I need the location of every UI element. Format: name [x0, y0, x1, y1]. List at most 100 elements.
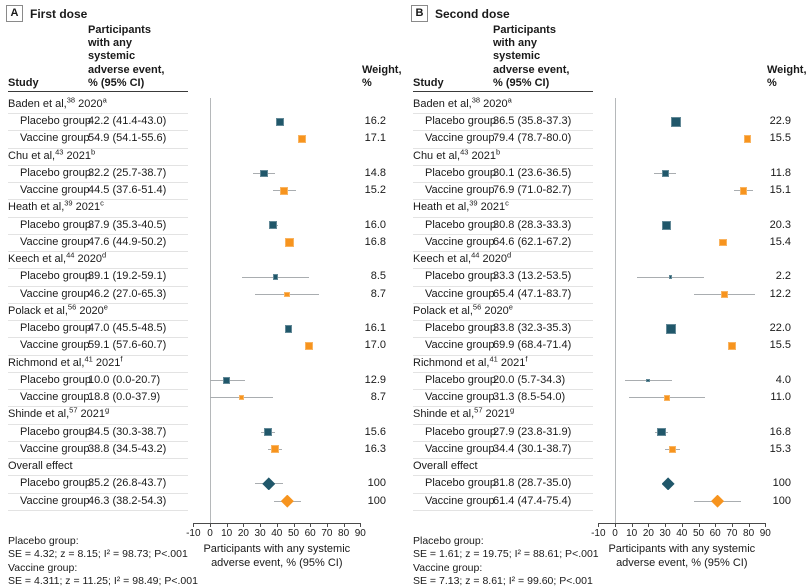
x-axis-tick-label: -10: [186, 528, 201, 539]
row-estimate-text: 61.4 (47.4-75.4): [493, 494, 572, 507]
x-axis-tick-label: 50: [287, 528, 300, 539]
study-heading-row: Polack et al,56 2020e: [8, 302, 188, 322]
study-ref-superscript: 39: [469, 198, 478, 208]
study-year: 2021: [72, 201, 101, 214]
study-name: Overall effect: [8, 460, 73, 473]
row-estimate-text: 47.0 (45.5-48.5): [88, 322, 167, 335]
study-heading-row: Overall effect: [8, 458, 188, 477]
x-axis-tick: [310, 523, 312, 527]
x-axis-tick: [343, 523, 345, 527]
square-marker-placebo: [661, 220, 672, 230]
x-axis-tick-label: 0: [207, 528, 213, 539]
col-header-weight: Weight, %: [362, 64, 402, 90]
data-row: Placebo group 47.0 (45.5-48.5): [8, 320, 188, 339]
study-year: 2020: [480, 98, 508, 110]
x-axis-tick-label: 0: [612, 528, 618, 539]
heterogeneity-stats-line: SE = 4.32; z = 8.15; I² = 98.73; P<.001: [8, 548, 188, 561]
study-ref-superscript: 41: [84, 353, 93, 363]
square-marker-vaccine: [720, 290, 728, 298]
study-footnote-superscript: b: [495, 147, 501, 157]
study-heading-row: Keech et al,44 2020d: [413, 250, 593, 270]
x-axis-tick-label: 20: [237, 528, 249, 539]
row-estimate-text: 65.4 (47.1-83.7): [493, 287, 572, 300]
data-row: Vaccine group 44.5 (37.6-51.4): [8, 182, 188, 201]
square-marker-vaccine: [739, 187, 748, 195]
study-ref-superscript: 43: [55, 147, 64, 157]
x-axis-tick-label: 10: [221, 528, 233, 539]
study-ref-superscript: 43: [460, 147, 469, 157]
study-ref-superscript: 44: [66, 250, 75, 260]
x-axis-tick-label: 40: [676, 528, 688, 539]
study-ref-superscript: 56: [67, 302, 77, 312]
row-group-label: Vaccine group: [20, 184, 90, 197]
row-estimate-text: 38.8 (34.5-43.2): [88, 442, 167, 455]
row-estimate-text: 59.1 (57.6-60.7): [88, 339, 167, 352]
x-axis-tick-label: 60: [709, 528, 721, 539]
study-footnote-superscript: b: [90, 147, 96, 157]
row-weight: 2.2: [775, 270, 791, 283]
square-marker-vaccine: [743, 135, 752, 143]
row-group-label: Vaccine group: [425, 132, 495, 145]
data-row: Vaccine group 18.8 (0.0-37.9): [8, 389, 188, 408]
overall-diamond-marker-placebo: [661, 477, 675, 491]
row-group-label: Vaccine group: [20, 391, 90, 404]
study-ref-superscript: 41: [489, 353, 498, 363]
data-row: Placebo group 32.2 (25.7-38.7): [8, 165, 188, 184]
x-axis-tick: [681, 523, 683, 527]
x-axis-tick-label: 50: [692, 528, 705, 539]
overall-diamond-marker-vaccine: [280, 494, 294, 508]
study-name: Polack et al,: [8, 304, 68, 317]
panel-title: First dose: [30, 7, 88, 21]
data-row: Vaccine group 47.6 (44.9-50.2): [8, 234, 188, 253]
row-group-label: Placebo group: [20, 166, 91, 179]
study-heading-row: Keech et al,44 2020d: [8, 250, 188, 270]
row-group-label: Vaccine group: [425, 391, 495, 404]
row-group-label: Vaccine group: [425, 287, 495, 300]
heterogeneity-stats-line: SE = 1.61; z = 19.75; I² = 88.61; P<.001: [413, 548, 599, 561]
row-weight: 15.2: [364, 184, 386, 197]
row-weight: 16.0: [364, 218, 386, 231]
row-weight: 17.1: [364, 132, 386, 145]
row-weight: 11.8: [770, 166, 791, 179]
x-axis-tick: [226, 523, 228, 527]
row-estimate-text: 18.8 (0.0-37.9): [88, 391, 161, 404]
study-heading-row: Chu et al,43 2021b: [413, 148, 593, 166]
row-group-label: Placebo group: [20, 270, 91, 283]
row-weight: 8.7: [370, 287, 386, 300]
row-estimate-text: 39.1 (19.2-59.1): [88, 270, 167, 283]
x-axis-tick: [276, 523, 278, 527]
square-marker-vaccine: [719, 238, 727, 247]
heterogeneity-stats-line: SE = 4.311; z = 11.25; I² = 98.49; P<.00…: [8, 575, 198, 587]
study-footnote-superscript: e: [508, 302, 513, 312]
row-estimate-text: 34.5 (30.3-38.7): [88, 425, 167, 438]
x-axis-tick-label: 70: [321, 528, 333, 539]
row-weight: 15.5: [769, 132, 791, 145]
row-estimate-text: 69.9 (68.4-71.4): [493, 339, 572, 352]
row-weight: 16.2: [364, 115, 386, 128]
data-row: Vaccine group 38.8 (34.5-43.2): [8, 441, 188, 460]
study-year: 2021: [468, 149, 496, 162]
row-weight: 15.5: [769, 339, 791, 352]
study-year: 2021: [63, 149, 91, 162]
row-group-label: Vaccine group: [20, 339, 90, 352]
row-group-label: Vaccine group: [425, 235, 495, 248]
row-weight: 16.8: [364, 235, 386, 248]
study-footnote-superscript: d: [506, 250, 512, 260]
study-heading-row: Richmond et al,41 2021f: [413, 355, 593, 373]
row-group-label: Vaccine group: [20, 442, 90, 455]
row-weight: 22.0: [769, 322, 791, 335]
data-row: Vaccine group 46.3 (38.2-54.3): [8, 493, 188, 511]
data-row: Vaccine group 34.4 (30.1-38.7): [413, 441, 593, 460]
square-marker-placebo: [272, 274, 278, 280]
study-year: 2020: [74, 253, 102, 266]
data-row: Placebo group 34.5 (30.3-38.7): [8, 424, 188, 442]
x-axis-tick-label: 10: [626, 528, 638, 539]
x-axis-title: Participants with any systemic adverse e…: [608, 543, 756, 569]
row-group-label: Vaccine group: [20, 132, 90, 145]
row-weight: 100: [772, 477, 791, 490]
study-footnote-superscript: f: [525, 353, 528, 363]
row-group-label: Vaccine group: [20, 287, 90, 300]
x-axis-tick: [360, 523, 362, 527]
study-footnote-superscript: c: [100, 198, 104, 208]
